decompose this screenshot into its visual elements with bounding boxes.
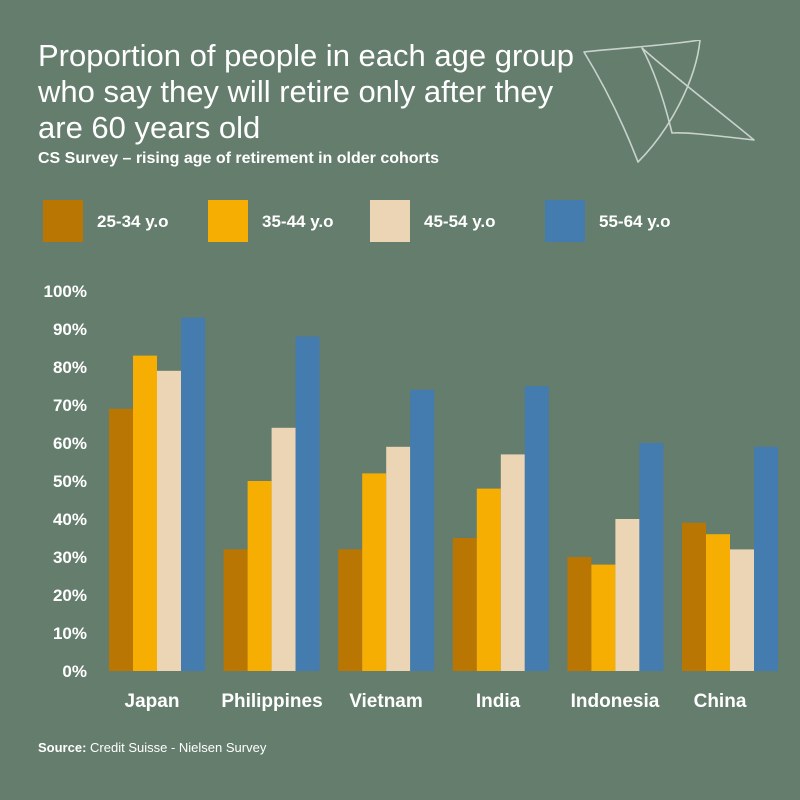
bar bbox=[109, 408, 133, 671]
bar bbox=[524, 386, 549, 671]
bar bbox=[682, 522, 706, 671]
source-label: Source: bbox=[38, 740, 87, 755]
y-tick-label: 90% bbox=[53, 320, 87, 339]
bar bbox=[410, 389, 435, 671]
y-tick-label: 50% bbox=[53, 472, 87, 491]
y-tick-label: 60% bbox=[53, 434, 87, 453]
bar bbox=[386, 446, 411, 671]
y-tick-label: 80% bbox=[53, 358, 87, 377]
y-tick-label: 0% bbox=[62, 662, 87, 681]
bar bbox=[615, 519, 640, 671]
bar bbox=[133, 355, 157, 671]
x-tick-label: Philippines bbox=[221, 691, 322, 712]
bar bbox=[706, 534, 730, 671]
x-tick-label: India bbox=[476, 691, 521, 712]
bar bbox=[362, 473, 387, 671]
bar bbox=[639, 443, 664, 671]
bar bbox=[157, 370, 181, 671]
bar bbox=[295, 336, 320, 671]
bar bbox=[476, 488, 501, 671]
sails-logo-icon bbox=[583, 40, 755, 163]
source-note: Source: Credit Suisse - Nielsen Survey bbox=[38, 740, 266, 755]
x-tick-label: Vietnam bbox=[349, 691, 423, 712]
y-tick-label: 70% bbox=[53, 396, 87, 415]
source-text: Credit Suisse - Nielsen Survey bbox=[90, 740, 267, 755]
bar bbox=[500, 454, 525, 671]
bar bbox=[223, 549, 248, 671]
y-tick-label: 40% bbox=[53, 510, 87, 529]
y-tick-label: 10% bbox=[53, 624, 87, 643]
x-tick-label: Indonesia bbox=[571, 691, 660, 712]
x-tick-label: China bbox=[694, 691, 747, 712]
bar bbox=[591, 564, 616, 671]
bar bbox=[271, 427, 296, 671]
bar bbox=[730, 549, 754, 671]
x-tick-label: Japan bbox=[125, 691, 180, 712]
bar bbox=[754, 446, 778, 671]
chart-title: Proportion of people in each age group w… bbox=[38, 38, 575, 145]
bar bbox=[181, 317, 205, 671]
y-tick-label: 100% bbox=[44, 282, 87, 301]
bar bbox=[452, 538, 477, 671]
bar bbox=[247, 481, 272, 671]
chart-subtitle: CS Survey – rising age of retirement in … bbox=[38, 150, 439, 167]
y-tick-label: 30% bbox=[53, 548, 87, 567]
y-tick-label: 20% bbox=[53, 586, 87, 605]
bar bbox=[567, 557, 592, 671]
bar bbox=[338, 549, 363, 671]
